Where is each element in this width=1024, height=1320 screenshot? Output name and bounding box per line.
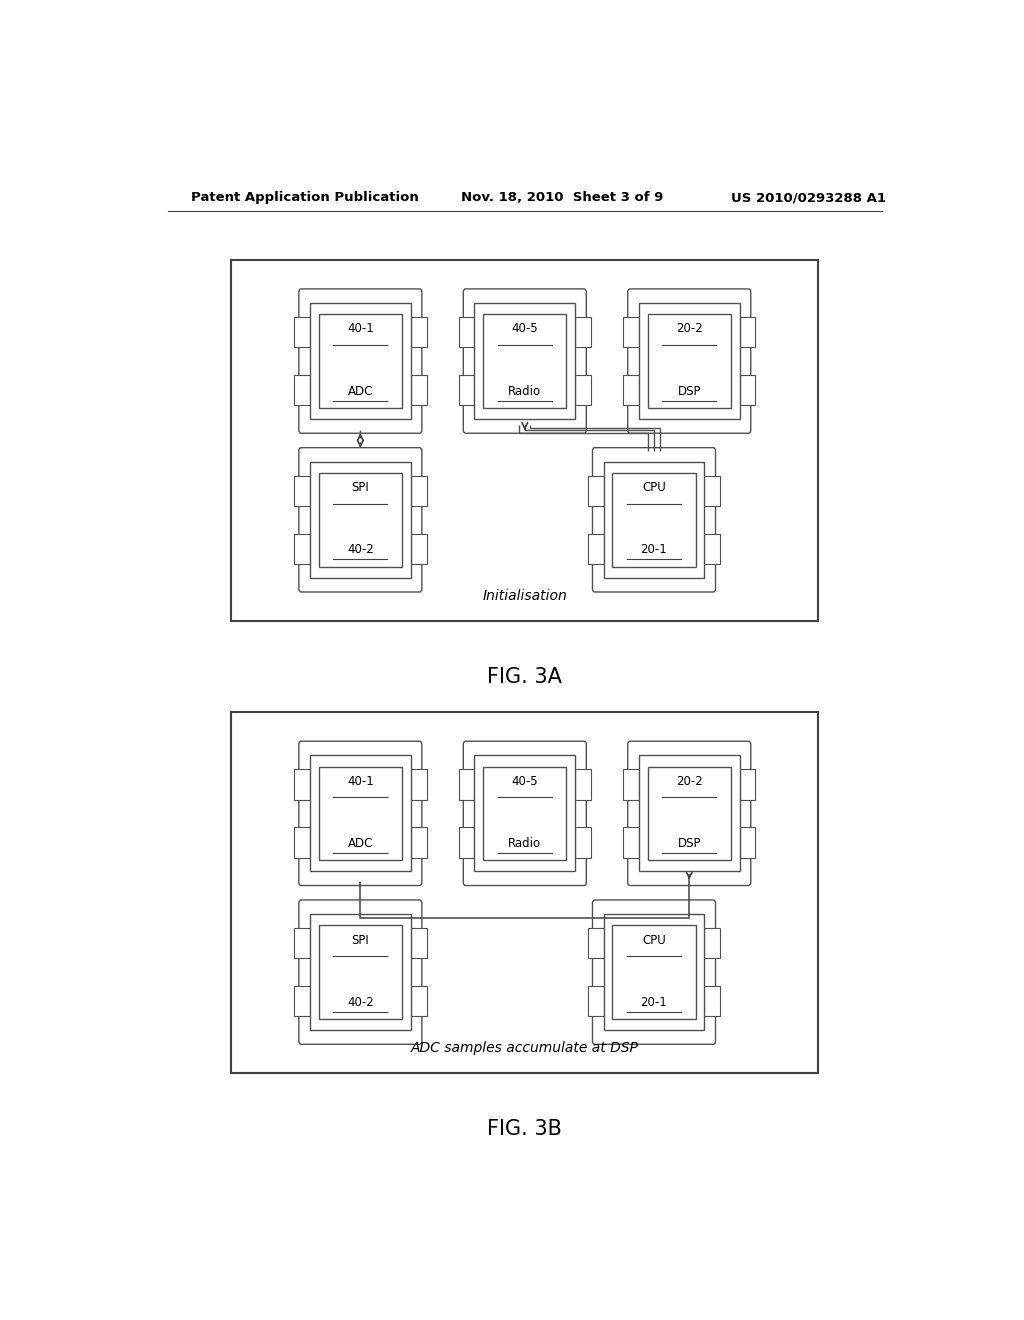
Bar (294, 828, 310, 858)
Bar (705, 986, 720, 1016)
Text: 20-1: 20-1 (641, 544, 668, 557)
Bar (612, 925, 695, 1019)
Bar (575, 375, 591, 405)
Text: 40-5: 40-5 (511, 775, 539, 788)
Bar (318, 473, 402, 566)
Bar (483, 314, 566, 408)
Text: Radio: Radio (508, 837, 542, 850)
Bar (705, 475, 720, 506)
Bar (411, 828, 427, 858)
Bar (739, 317, 756, 347)
Bar (603, 915, 705, 1030)
Bar (459, 770, 474, 800)
FancyBboxPatch shape (463, 289, 587, 433)
Bar (294, 770, 310, 800)
Bar (310, 915, 411, 1030)
Bar (588, 533, 603, 564)
Bar (588, 986, 603, 1016)
Text: Initialisation: Initialisation (482, 589, 567, 602)
Text: Radio: Radio (508, 384, 542, 397)
Text: Patent Application Publication: Patent Application Publication (191, 191, 419, 205)
Bar (575, 828, 591, 858)
Bar (739, 770, 756, 800)
Bar (231, 260, 818, 620)
Bar (474, 755, 575, 871)
FancyBboxPatch shape (299, 289, 422, 433)
Bar (647, 767, 731, 861)
Bar (459, 828, 474, 858)
FancyBboxPatch shape (299, 742, 422, 886)
Bar (623, 317, 639, 347)
Text: 20-1: 20-1 (641, 995, 668, 1008)
FancyBboxPatch shape (463, 742, 587, 886)
Text: DSP: DSP (678, 384, 701, 397)
Text: SPI: SPI (351, 482, 370, 494)
Bar (310, 462, 411, 578)
Bar (310, 304, 411, 418)
Text: ADC samples accumulate at DSP: ADC samples accumulate at DSP (411, 1041, 639, 1055)
Bar (623, 375, 639, 405)
Bar (294, 375, 310, 405)
Bar (411, 986, 427, 1016)
Bar (411, 475, 427, 506)
Text: FIG. 3B: FIG. 3B (487, 1119, 562, 1139)
Text: DSP: DSP (678, 837, 701, 850)
Bar (411, 928, 427, 958)
Text: FIG. 3A: FIG. 3A (487, 667, 562, 686)
Bar (294, 986, 310, 1016)
Bar (623, 770, 639, 800)
Bar (294, 317, 310, 347)
Text: ADC: ADC (348, 384, 373, 397)
FancyBboxPatch shape (593, 900, 716, 1044)
Bar (294, 475, 310, 506)
Bar (411, 375, 427, 405)
Bar (647, 314, 731, 408)
Text: 40-2: 40-2 (347, 544, 374, 557)
FancyBboxPatch shape (593, 447, 716, 591)
FancyBboxPatch shape (628, 289, 751, 433)
Bar (739, 375, 756, 405)
Bar (623, 828, 639, 858)
FancyBboxPatch shape (299, 900, 422, 1044)
Bar (612, 473, 695, 566)
Bar (739, 828, 756, 858)
Bar (411, 533, 427, 564)
Bar (603, 462, 705, 578)
FancyBboxPatch shape (299, 447, 422, 591)
Text: Nov. 18, 2010  Sheet 3 of 9: Nov. 18, 2010 Sheet 3 of 9 (461, 191, 664, 205)
Text: CPU: CPU (642, 482, 666, 494)
Bar (705, 533, 720, 564)
Bar (639, 755, 739, 871)
Bar (231, 713, 818, 1073)
Bar (294, 533, 310, 564)
Bar (294, 928, 310, 958)
Bar (411, 317, 427, 347)
Text: 40-1: 40-1 (347, 775, 374, 788)
Text: SPI: SPI (351, 933, 370, 946)
Bar (639, 304, 739, 418)
Bar (318, 925, 402, 1019)
Text: 20-2: 20-2 (676, 775, 702, 788)
Bar (318, 767, 402, 861)
Bar (483, 767, 566, 861)
Bar (575, 317, 591, 347)
Bar (575, 770, 591, 800)
FancyBboxPatch shape (628, 742, 751, 886)
Bar (459, 375, 474, 405)
Text: ADC: ADC (348, 837, 373, 850)
Text: 20-2: 20-2 (676, 322, 702, 335)
Text: US 2010/0293288 A1: US 2010/0293288 A1 (731, 191, 886, 205)
Text: 40-1: 40-1 (347, 322, 374, 335)
Bar (310, 755, 411, 871)
Bar (318, 314, 402, 408)
Bar (705, 928, 720, 958)
Text: CPU: CPU (642, 933, 666, 946)
Text: 40-2: 40-2 (347, 995, 374, 1008)
Bar (588, 475, 603, 506)
Bar (459, 317, 474, 347)
Bar (474, 304, 575, 418)
Text: 40-5: 40-5 (511, 322, 539, 335)
Bar (588, 928, 603, 958)
Bar (411, 770, 427, 800)
